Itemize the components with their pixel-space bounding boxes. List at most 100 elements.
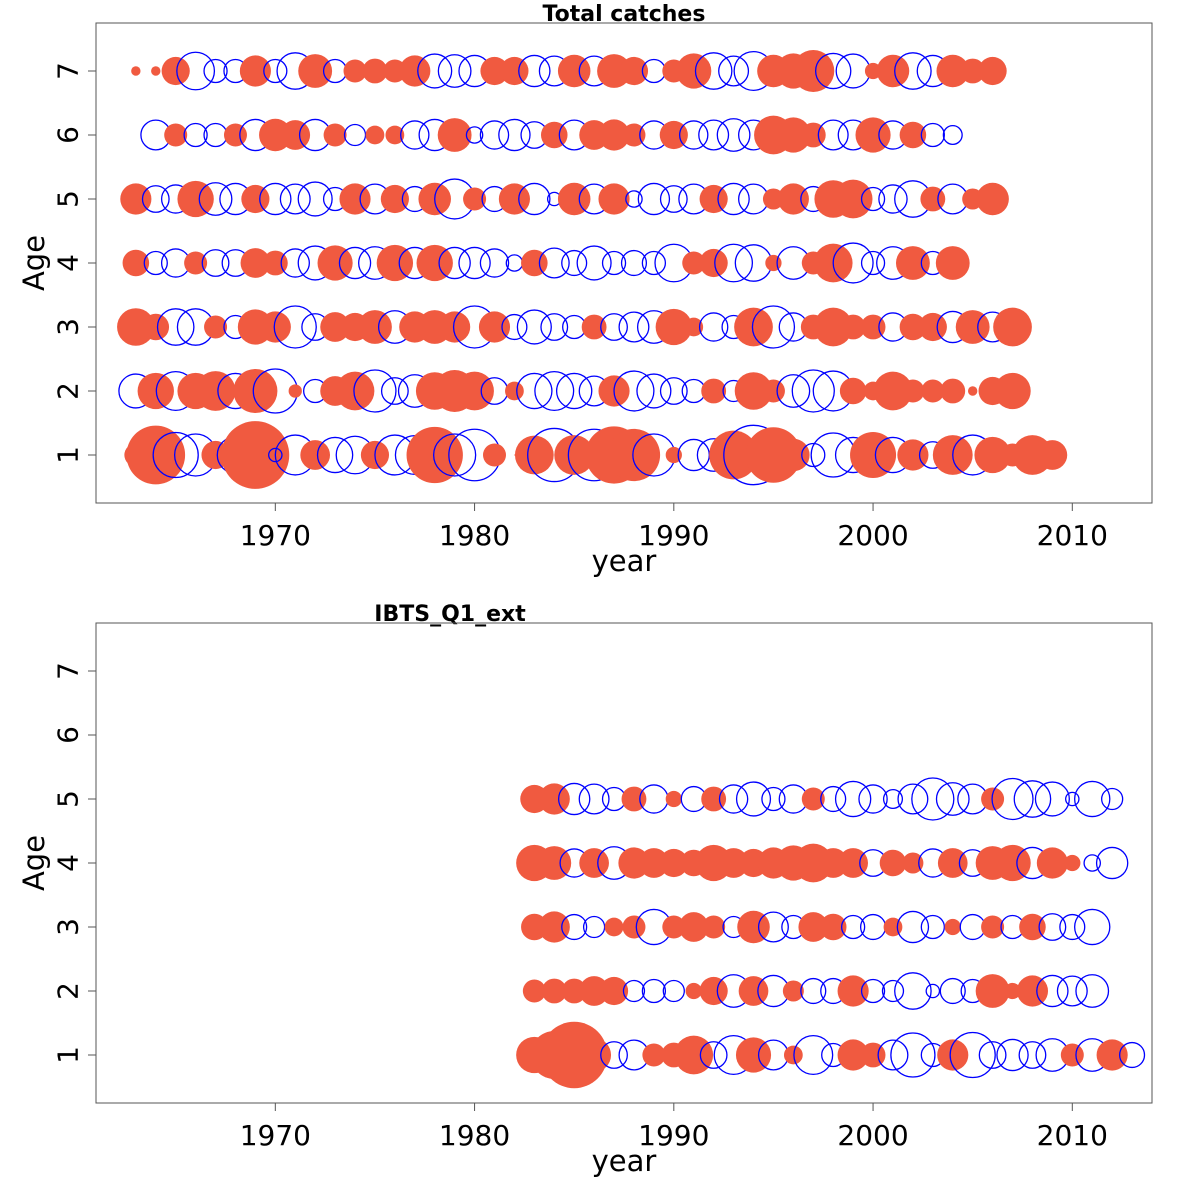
bubble-negative (641, 978, 667, 1004)
y-tick-label: 2 (52, 982, 85, 1000)
bubble-positive (317, 245, 353, 281)
bubble-positive (978, 56, 1007, 86)
bubble-positive (343, 59, 367, 83)
y-tick-label: 7 (52, 662, 85, 680)
bubble-negative (1101, 787, 1124, 811)
bubble-negative (751, 305, 796, 349)
bubble-positive (684, 317, 704, 337)
bubble-negative (896, 910, 930, 944)
bubble-positive (577, 1038, 612, 1072)
bubble-negative (860, 250, 886, 276)
x-tick-label: 2010 (1037, 1119, 1108, 1152)
bubble-positive (944, 918, 961, 936)
bubble-positive (619, 56, 649, 86)
bubble-positive (478, 311, 511, 343)
ibts-q1-ext-panel: IBTS_Q1_ext year Age 1970 1980 1990 2000 201… (17, 602, 1153, 1178)
bubble-positive (981, 915, 1005, 939)
bubble-positive (561, 978, 587, 1004)
bubble-positive (437, 118, 472, 152)
bubble-positive (876, 54, 910, 88)
bubble-negative (735, 781, 772, 817)
y-tick-label: 1 (52, 1046, 85, 1064)
bubble-positive (639, 848, 669, 878)
bubble-positive (498, 183, 530, 215)
bubble-negative (801, 442, 826, 468)
bubble-positive (655, 308, 692, 346)
bubble-positive (195, 371, 236, 411)
bubble-negative (698, 119, 730, 151)
bubble-positive (598, 183, 630, 215)
bubble-positive (581, 314, 607, 340)
bubble-positive (579, 848, 609, 878)
bubble-negative (911, 777, 955, 821)
bubble-positive (833, 179, 873, 219)
bubble-negative (716, 118, 751, 152)
bubble-positive (1064, 854, 1081, 872)
bubble-positive (122, 249, 150, 277)
bubble-negative (882, 788, 904, 810)
bubble-positive (699, 184, 728, 214)
bubble-positive (665, 790, 682, 808)
bubble-positive (1096, 1039, 1128, 1071)
bubble-positive (819, 913, 847, 941)
bubble-negative (894, 972, 932, 1010)
bubble-positive (1036, 847, 1068, 879)
bubble-negative (268, 447, 283, 463)
bubble-negative (1056, 975, 1088, 1007)
bubble-negative (582, 915, 606, 939)
bubble-negative (600, 313, 628, 341)
bubble-negative (400, 120, 430, 150)
bubble-negative (1075, 974, 1110, 1008)
bubble-positive (622, 915, 646, 939)
bubble-negative (538, 247, 570, 279)
bubble-positive (597, 54, 631, 88)
bubble-negative (620, 249, 648, 277)
bubble-positive (240, 248, 271, 278)
bubble-positive (541, 978, 567, 1004)
bubble-negative (437, 54, 472, 88)
bubble-negative (198, 182, 233, 216)
bubble-positive (131, 66, 141, 76)
bubble-positive (937, 848, 968, 878)
bubble-negative (516, 372, 553, 410)
bubble-negative (791, 369, 835, 413)
bubble-negative (978, 1041, 1007, 1069)
bubble-positive (762, 188, 784, 210)
x-tick-label: 1970 (240, 519, 311, 552)
bubble-positive (399, 55, 431, 87)
bubble-negative (714, 243, 754, 283)
y-tick-label: 3 (52, 918, 85, 936)
bubble-positive (540, 1021, 608, 1089)
bubble-positive (936, 54, 970, 88)
bubble-positive (699, 248, 728, 278)
bubble-positive (838, 848, 868, 878)
bubble-positive (505, 381, 524, 401)
bubble-negative (555, 372, 593, 410)
bubble-positive (699, 976, 728, 1006)
bubble-negative (259, 182, 292, 216)
bubble-positive (538, 783, 570, 815)
bubble-positive (937, 1039, 969, 1071)
bubble-positive (455, 371, 494, 411)
bubble-positive (883, 917, 903, 937)
bubble-positive (599, 976, 629, 1006)
bubble-positive (500, 56, 529, 86)
bubble-negative (641, 250, 667, 276)
bubble-negative (561, 249, 588, 277)
bubble-negative (557, 782, 591, 816)
bubble-negative (897, 783, 929, 815)
bubble-positive (607, 428, 661, 482)
x-tick-label: 1990 (638, 1119, 709, 1152)
y-tick-label: 4 (52, 254, 85, 272)
bubble-positive (935, 246, 970, 280)
bubble-negative (479, 120, 510, 150)
bubble-positive (899, 313, 927, 341)
bubble-positive (709, 430, 758, 480)
bubble-positive (940, 378, 966, 404)
bubble-positive (300, 440, 331, 470)
bubble-positive (117, 308, 155, 346)
bubble-positive (259, 311, 291, 343)
bubble-negative (176, 51, 216, 91)
bubble-positive (994, 372, 1031, 410)
